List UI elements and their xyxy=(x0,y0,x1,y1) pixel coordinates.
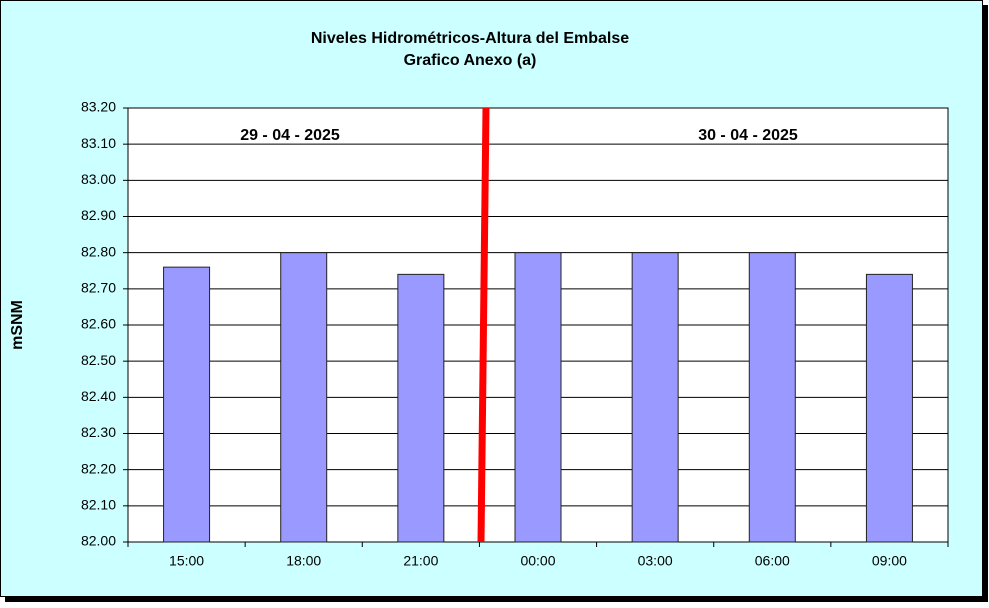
bar xyxy=(865,273,913,543)
bar xyxy=(163,266,211,543)
x-tick-label: 15:00 xyxy=(169,553,204,569)
y-tick-label: 82.60 xyxy=(81,316,116,332)
x-tick-label: 09:00 xyxy=(872,553,907,569)
y-tick-label: 82.70 xyxy=(81,280,116,296)
x-tick-label: 06:00 xyxy=(755,553,790,569)
y-tick-label: 83.00 xyxy=(81,171,116,187)
x-tick-label: 21:00 xyxy=(403,553,438,569)
y-tick-label: 82.00 xyxy=(81,533,116,549)
x-tick-label: 00:00 xyxy=(520,553,555,569)
y-tick-label: 82.20 xyxy=(81,460,116,476)
y-tick-label: 82.50 xyxy=(81,352,116,368)
y-tick-label: 82.30 xyxy=(81,424,116,440)
y-axis-label: mSNM xyxy=(9,300,26,350)
y-tick-label: 82.80 xyxy=(81,243,116,259)
y-tick-label: 83.20 xyxy=(81,99,116,115)
y-tick-label: 82.90 xyxy=(81,207,116,223)
annotation: 29 - 04 - 2025 xyxy=(240,127,340,144)
y-tick-label: 82.10 xyxy=(81,497,116,513)
bar xyxy=(280,252,328,543)
y-tick-label: 82.40 xyxy=(81,388,116,404)
x-tick-label: 03:00 xyxy=(638,553,673,569)
annotation: 30 - 04 - 2025 xyxy=(698,127,798,144)
bar xyxy=(631,252,679,543)
y-tick-label: 83.10 xyxy=(81,135,116,151)
chart-subtitle: Grafico Anexo (a) xyxy=(404,52,537,69)
bar xyxy=(748,252,796,543)
chart-title: Niveles Hidrométricos-Altura del Embalse xyxy=(311,30,629,47)
bar xyxy=(397,273,445,543)
bar xyxy=(514,252,562,543)
separator xyxy=(477,107,490,543)
x-tick-label: 18:00 xyxy=(286,553,321,569)
